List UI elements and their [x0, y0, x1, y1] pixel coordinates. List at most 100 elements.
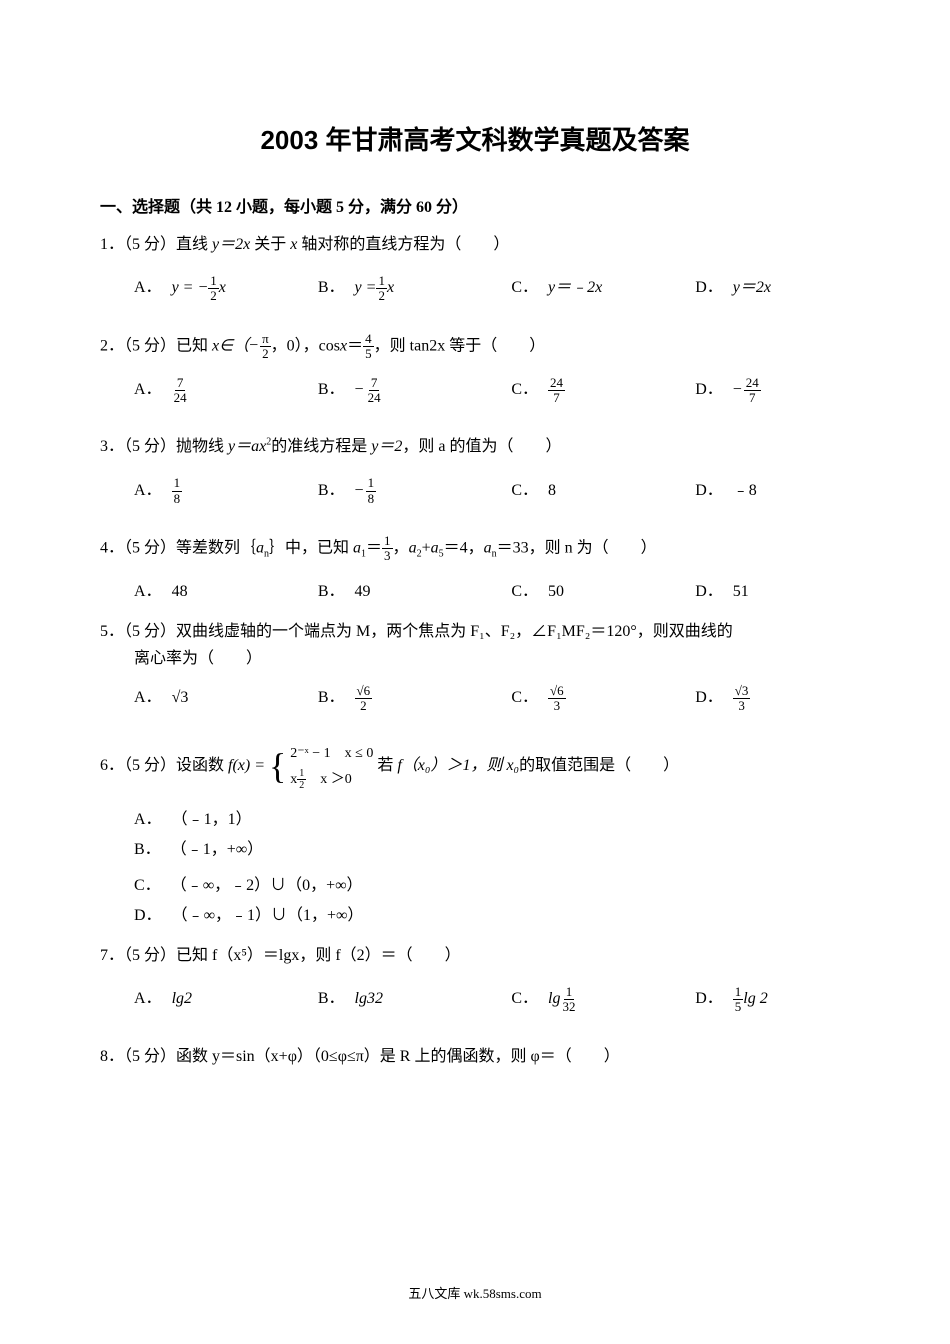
- option-math: x: [387, 274, 394, 303]
- neg-sign: −: [355, 376, 364, 405]
- option-label: D．: [695, 376, 723, 405]
- option-label: C．: [511, 684, 538, 713]
- option-label: A．: [134, 477, 162, 506]
- option-label: C．: [511, 274, 538, 303]
- option-c: C．50: [511, 578, 695, 608]
- option-b: B．lg32: [318, 985, 512, 1015]
- stem-text: 1．（5 分）直线: [100, 236, 212, 253]
- option-text: 51: [733, 578, 749, 607]
- option-math: y＝﹣2x: [548, 274, 602, 303]
- fraction: 15: [733, 985, 744, 1015]
- stem-text: 若: [377, 757, 397, 774]
- option-a: A． 724: [134, 375, 318, 405]
- question-stem: 3．（5 分）抛物线 y＝ax2的准线方程是 y＝2，则 a 的值为（ ）: [100, 433, 850, 462]
- stem-text: 3．（5 分）抛物线: [100, 438, 228, 455]
- fraction: 45: [363, 332, 374, 362]
- stem-math: f(x) =: [228, 757, 269, 774]
- fraction: 18: [172, 476, 183, 506]
- stem-text: ＝33，则 n 为（ ）: [497, 540, 657, 557]
- option-d: D． y＝2x: [695, 274, 850, 304]
- question-stem: 8．（5 分）函数 y＝sin（x+φ）（0≤φ≤π）是 R 上的偶函数，则 φ…: [100, 1043, 850, 1072]
- fraction: 12: [208, 274, 219, 304]
- option-a: A． y = −12x: [134, 274, 318, 304]
- question-5: 5．（5 分）双曲线虚轴的一个端点为 M，两个焦点为 F₁、F₂，∠F₁MF₂＝…: [100, 618, 850, 714]
- piecewise-expr: x12: [290, 767, 306, 792]
- option-a: A．48: [134, 578, 318, 608]
- option-d: D．15lg 2: [695, 985, 850, 1015]
- stem-text: ，0），cos: [271, 337, 340, 354]
- option-text: 8: [548, 477, 556, 506]
- option-text: 49: [355, 578, 371, 607]
- stem-math: y＝2x: [212, 236, 250, 253]
- option-label: B．: [318, 376, 345, 405]
- fraction: 12: [376, 274, 387, 304]
- fraction: 724: [172, 376, 189, 406]
- option-b: B．（﹣1，+∞）: [134, 836, 504, 866]
- option-d: D． √33: [695, 683, 850, 713]
- options-row: A．√3 B．√62 C．√63 D．√33: [100, 683, 850, 713]
- option-c: C． y＝﹣2x: [511, 274, 695, 304]
- option-label: A．: [134, 985, 162, 1014]
- question-stem-cont: 离心率为（ ）: [100, 645, 850, 674]
- question-3: 3．（5 分）抛物线 y＝ax2的准线方程是 y＝2，则 a 的值为（ ） A．…: [100, 433, 850, 506]
- option-label: D．: [134, 902, 162, 931]
- section-header: 一、选择题（共 12 小题，每小题 5 分，满分 60 分）: [100, 193, 850, 217]
- question-stem: 4．（5 分）等差数列｛an｝中，已知 a1＝13，a2+a5＝4，an＝33，…: [100, 534, 850, 564]
- neg-sign: −: [249, 337, 258, 354]
- option-math: x: [219, 274, 226, 303]
- fraction: 12: [297, 768, 306, 791]
- options-row: A． 724 B． −724 C． 247 D． −247: [100, 375, 850, 405]
- question-6: 6．（5 分）设函数 f(x) = { 2⁻ˣ − 1x ≤ 0 x12x ＞0…: [100, 741, 850, 931]
- option-a: A．（﹣1，1）: [134, 806, 504, 836]
- question-2: 2．（5 分）已知 x∈（−π2，0），cosx＝45，则 tan2x 等于（ …: [100, 332, 850, 406]
- option-label: B．: [318, 985, 345, 1014]
- fraction: 724: [366, 376, 383, 406]
- neg-sign: −: [733, 376, 742, 405]
- stem-math: f（x₀）＞1，则 x₀: [397, 757, 519, 774]
- option-c: C．（﹣∞，﹣2）∪（0，+∞）: [134, 872, 504, 902]
- brace-icon: {: [269, 754, 286, 779]
- option-math: y =: [355, 274, 377, 303]
- question-stem: 7．（5 分）已知 f（x⁵）＝lgx，则 f（2）＝（ ）: [100, 942, 850, 971]
- fraction: 13: [382, 534, 393, 564]
- option-label: C．: [511, 477, 538, 506]
- page-title: 2003 年甘肃高考文科数学真题及答案: [100, 120, 850, 157]
- stem-text: 2．（5 分）已知: [100, 337, 212, 354]
- option-label: B．: [318, 274, 345, 303]
- options-row: A． y = −12x B． y = 12x C． y＝﹣2x D． y＝2x: [100, 274, 850, 304]
- option-math: y = −: [172, 274, 209, 303]
- piecewise-expr: 2⁻ˣ − 1: [290, 741, 330, 766]
- piecewise: { 2⁻ˣ − 1x ≤ 0 x12x ＞0: [269, 741, 373, 791]
- options-row: A．（﹣1，1） B．（﹣1，+∞）: [100, 806, 850, 866]
- option-label: D．: [695, 684, 723, 713]
- option-a: A．lg2: [134, 985, 318, 1015]
- option-c: C． 247: [511, 375, 695, 405]
- stem-text: ＝: [366, 540, 382, 557]
- option-label: D．: [695, 578, 723, 607]
- option-math: y＝2x: [733, 274, 771, 303]
- option-label: D．: [695, 274, 723, 303]
- fraction: √33: [733, 684, 751, 714]
- option-d: D． （﹣∞，﹣1）∪（1，+∞）: [134, 902, 504, 932]
- stem-text: 的准线方程是: [271, 438, 371, 455]
- option-text: （﹣∞，﹣1）∪（1，+∞）: [172, 902, 364, 931]
- option-label: C．: [511, 578, 538, 607]
- option-label: A．: [134, 684, 162, 713]
- question-4: 4．（5 分）等差数列｛an｝中，已知 a1＝13，a2+a5＝4，an＝33，…: [100, 534, 850, 608]
- option-b: B．√62: [318, 683, 512, 713]
- stem-text: ，则 a 的值为（ ）: [402, 438, 561, 455]
- neg-sign: −: [355, 477, 364, 506]
- fraction: 132: [561, 985, 578, 1015]
- stem-math: a: [409, 540, 417, 557]
- piecewise-cond: x ＞0: [320, 767, 352, 792]
- option-d: D． ﹣8: [695, 476, 850, 506]
- option-b: B． −724: [318, 375, 512, 405]
- stem-text: ，: [393, 540, 409, 557]
- stem-text: +: [422, 540, 431, 557]
- option-d: D． 51: [695, 578, 850, 608]
- question-8: 8．（5 分）函数 y＝sin（x+φ）（0≤φ≤π）是 R 上的偶函数，则 φ…: [100, 1043, 850, 1072]
- stem-math: x∈（: [212, 337, 249, 354]
- options-row: A．lg2 B．lg32 C．lg132 D．15lg 2: [100, 985, 850, 1015]
- option-text: （﹣∞，﹣2）∪（0，+∞）: [171, 872, 363, 901]
- stem-math: y＝ax: [228, 438, 266, 455]
